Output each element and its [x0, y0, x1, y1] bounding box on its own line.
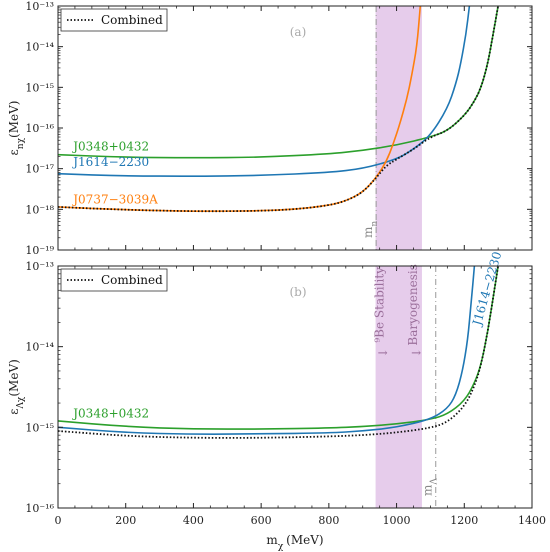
x-tick-label: 200: [115, 514, 136, 527]
y-tick-label: 10⁻¹⁵: [25, 81, 54, 94]
series-line-j0348-0432: [58, 266, 499, 430]
y-tick-label: 10⁻¹⁵: [25, 421, 54, 434]
series-line-j0348-0432: [58, 6, 499, 159]
series-line-j1614-2230: [58, 266, 476, 435]
chart-panel-b: mΛ ⁹Be Stability ↓ Baryogenesis ↓ J0348+0432 J…: [7, 250, 546, 552]
x-tick-label: 0: [55, 514, 62, 527]
series-line-combined: [58, 266, 499, 439]
chart-panel-a: mn J0348+0432 J1614−2230 J0737−3039A 10⁻¹⁹ 10…: [7, 0, 533, 257]
x-tick-label: 800: [318, 514, 339, 527]
series-group: [58, 266, 499, 439]
legend: Combined: [60, 8, 168, 32]
y-tick-label: 10⁻¹⁶: [25, 502, 54, 515]
plot-frame: [57, 265, 533, 509]
legend-box: [60, 8, 168, 32]
shaded-band: [375, 266, 422, 508]
legend-label: Combined: [101, 273, 163, 287]
annotation-arrow: ↓: [376, 348, 390, 358]
y-tick-label: 10⁻¹⁶: [25, 122, 54, 135]
plot-frame: [57, 5, 533, 251]
legend-label: Combined: [101, 13, 163, 27]
reference-line-label: mΛ: [421, 478, 440, 496]
y-axis-label: εΛχ(MeV): [7, 359, 26, 415]
series-label: J0737−3039A: [71, 192, 158, 206]
x-axis-label: mχ (MeV): [266, 533, 323, 552]
y-tick-label: 10⁻¹⁸: [25, 203, 54, 216]
x-tick-label: 400: [183, 514, 204, 527]
panel-label: (b): [289, 285, 306, 299]
legend-box: [60, 268, 168, 292]
legend: Combined: [60, 268, 168, 292]
y-axis-label: εnχ(MeV): [7, 101, 26, 156]
annotation-label: Baryogenesis: [406, 264, 420, 345]
series-line-combined: [58, 6, 499, 213]
panel-label: (a): [290, 25, 307, 39]
series-group: [58, 6, 499, 213]
series-label: J1614−2230: [71, 155, 149, 169]
reference-line-label: mn: [361, 221, 380, 238]
y-tick-label: 10⁻¹⁷: [25, 163, 54, 176]
annotation-label: ⁹Be Stability: [373, 267, 387, 343]
y-tick-label: 10⁻¹³: [25, 260, 54, 273]
series-line-j1614-2230: [58, 6, 471, 177]
series-line-j0737-3039a: [58, 6, 422, 213]
y-tick-label: 10⁻¹⁴: [25, 341, 54, 354]
annotation-arrow: ↓: [409, 348, 423, 358]
x-tick-label: 1000: [383, 514, 411, 527]
x-tick-label: 1400: [518, 514, 546, 527]
y-tick-label: 10⁻¹⁴: [25, 41, 54, 54]
y-tick-label: 10⁻¹⁹: [25, 244, 54, 257]
series-label: J0348+0432: [71, 406, 149, 420]
x-tick-label: 600: [251, 514, 272, 527]
y-tick-label: 10⁻¹³: [25, 0, 54, 13]
series-label: J1614−2230: [469, 250, 504, 329]
series-label: J0348+0432: [71, 139, 149, 153]
x-tick-label: 1200: [450, 514, 478, 527]
